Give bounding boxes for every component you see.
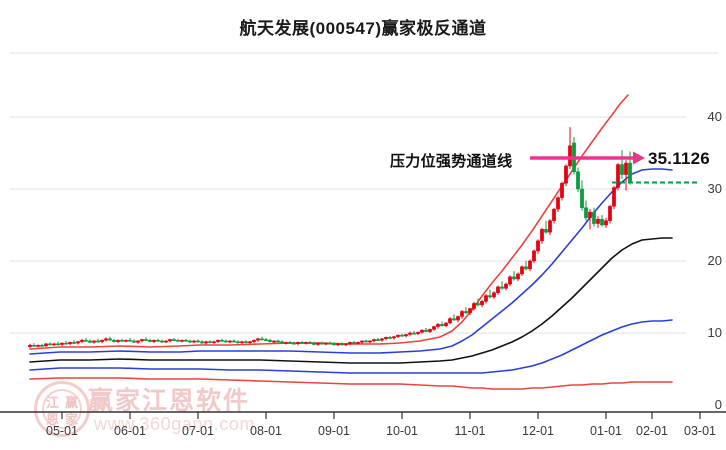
gridlines (10, 52, 718, 334)
x-axis-tick-label: 08-01 (250, 424, 282, 438)
x-axis-tick-label: 10-01 (386, 424, 418, 438)
annotation-arrow (530, 151, 645, 165)
watermark-seal-logo: 江 赢 恩 家 (34, 381, 90, 437)
x-axis-tick-label: 01-01 (590, 424, 622, 438)
x-axis-tick-label: 02-01 (636, 424, 668, 438)
y-axis-tick-label: 10 (707, 325, 722, 340)
x-axis-tick-label: 11-01 (454, 424, 486, 438)
watermark-seal-char-2: 赢 (65, 395, 79, 410)
x-axis-tick-label: 03-01 (684, 424, 716, 438)
watermark-seal-char-1: 江 (46, 395, 60, 410)
current-price-label: 35.1126 (648, 149, 710, 168)
annotation-label: 压力位强势通道线 (390, 153, 513, 170)
watermark-seal-char-4: 家 (65, 412, 79, 427)
x-axis-tick-label: 06-01 (114, 424, 146, 438)
x-axis-tick-label: 12-01 (522, 424, 554, 438)
axis-lines (0, 411, 726, 419)
x-axis-tick-label: 07-01 (182, 424, 214, 438)
watermark-brand-text: 赢家江恩软件 (88, 387, 251, 415)
y-axis-tick-label: 40 (707, 109, 722, 124)
x-axis-tick-label: 05-01 (46, 424, 78, 438)
candlestick-series (28, 127, 632, 349)
y-axis-tick-label: 0 (714, 397, 722, 412)
watermark-seal-char-3: 恩 (46, 412, 60, 427)
page-title: 航天发展(000547)赢家极反通道 (239, 19, 487, 38)
y-axis-tick-label: 30 (707, 181, 722, 196)
channel-bands (29, 94, 673, 390)
watermark-seal-inner-ring (42, 389, 82, 429)
x-axis-tick-label: 09-01 (318, 424, 350, 438)
watermark-url-text: www.360gann.com (94, 414, 256, 434)
y-axis-tick-label: 20 (707, 253, 722, 268)
